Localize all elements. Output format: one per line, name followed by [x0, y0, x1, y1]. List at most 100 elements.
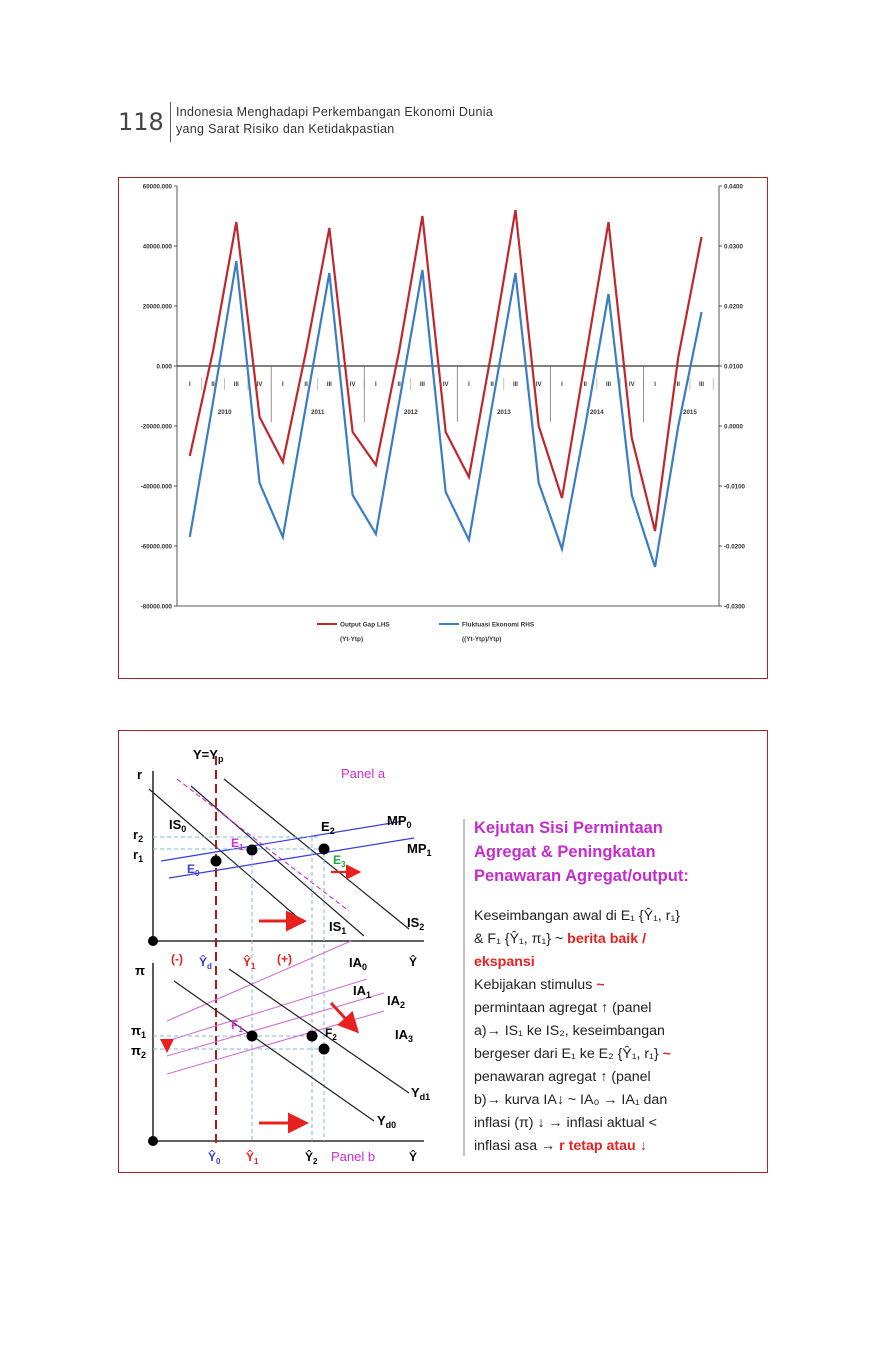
quarter-label: II [491, 382, 495, 388]
series-fluktuasi-line [188, 260, 703, 568]
label-is1: IS1 [329, 919, 346, 936]
text-panel-body-line: bergeser dari E₁ ke E₂ {Ŷ₁, r₁} ~ [474, 1045, 671, 1062]
right-tick-label: 0.0300 [724, 244, 743, 251]
left-tick-label: -80000.000 [141, 604, 173, 611]
quarter-label: I [189, 382, 191, 388]
label-e2: E2 [321, 819, 335, 836]
text-panel-body-line: ekspansi [474, 954, 535, 970]
label-ia2: IA2 [387, 993, 405, 1010]
panel-b-axes [152, 963, 424, 1142]
label-yhat-b: Ŷ [409, 1149, 417, 1164]
left-tick-label: 40000.000 [143, 244, 173, 251]
label-e0: E0 [187, 862, 200, 878]
label-mp1: MP1 [407, 841, 432, 858]
left-tick-label: -20000.000 [141, 424, 173, 431]
panel-a-axes [152, 771, 424, 942]
label-mp0: MP0 [387, 813, 412, 830]
right-tick-label: -0.0200 [724, 544, 746, 551]
quarter-label: II [304, 382, 308, 388]
text-panel-body-line: permintaan agregat ↑ (panel [474, 1000, 651, 1016]
label-ia0: IA0 [349, 955, 367, 972]
point-f1 [246, 1030, 258, 1042]
legend-sublabel: (Yt-Ytp) [340, 636, 363, 643]
point-f2 [306, 1030, 318, 1042]
text-panel-body-line: a)→ IS₁ ke IS₂, keseimbangan [474, 1023, 665, 1039]
point-e0 [210, 855, 222, 867]
label-plus: (+) [277, 952, 292, 966]
label-yhat-a: Ŷ [409, 954, 417, 969]
text-panel-body-line: inflasi asa → r tetap atau ↓ [474, 1138, 647, 1154]
label-yhat-d: Ŷd [199, 954, 212, 971]
right-tick-label: 0.0000 [724, 424, 743, 431]
right-tick-label: 0.0400 [724, 184, 743, 191]
label-f1: F1 [231, 1018, 243, 1034]
legend-sublabel: ((Yt-Ytp)/Ytp) [462, 636, 501, 643]
quarter-label: II [677, 382, 681, 388]
right-tick-label: 0.0200 [724, 304, 743, 311]
label-e1: E1 [231, 836, 244, 852]
label-f2: F2 [325, 1026, 337, 1042]
label-yhat0: Ŷ0 [208, 1149, 221, 1166]
origin-dot-a [148, 936, 158, 946]
header-divider [170, 102, 171, 142]
right-tick-label: 0.0100 [724, 364, 743, 371]
label-yd0: Yd0 [377, 1113, 396, 1130]
quarter-label: III [327, 382, 332, 388]
quarter-label: III [606, 382, 611, 388]
label-minus: (-) [171, 952, 183, 966]
label-e3: E3 [333, 853, 346, 869]
label-ia3: IA3 [395, 1027, 413, 1044]
text-panel-body-line: & F₁ {Ŷ₁, π₁} ~ berita baik / [474, 930, 646, 947]
mp1-curve [168, 837, 415, 879]
year-label: 2011 [311, 409, 325, 416]
origin-dot-b [148, 1136, 158, 1146]
quarter-label: IV [536, 382, 542, 388]
text-panel-title-line: Kejutan Sisi Permintaan [474, 819, 663, 837]
output-gap-chart-frame: 60000.000 40000.000 20000.000 0.000 -20000.0… [118, 177, 768, 679]
legend-label: Output Gap LHS [340, 622, 390, 629]
left-tick-label: -40000.000 [141, 484, 173, 491]
year-label: 2010 [218, 409, 232, 416]
left-tick-label: -60000.000 [141, 544, 173, 551]
quarter-label: III [234, 382, 239, 388]
label-yd1: Yd1 [411, 1085, 430, 1102]
quarter-label: IV [443, 382, 449, 388]
quarter-label: I [654, 382, 656, 388]
quarter-label: I [282, 382, 284, 388]
is-shift-dashed [176, 778, 350, 912]
running-title-line-2: yang Sarat Risiko dan Ketidakpastian [176, 122, 395, 136]
text-panel-body-line: Kebijakan stimulus ~ [474, 977, 605, 993]
quarter-label: IV [629, 382, 635, 388]
label-is2: IS2 [407, 915, 424, 932]
output-gap-chart: 60000.000 40000.000 20000.000 0.000 -20000.0… [141, 184, 746, 644]
label-pi2: π2 [131, 1043, 146, 1060]
label-yhat1-a: Ŷ1 [243, 954, 256, 971]
running-title: Indonesia Menghadapi Perkembangan Ekonom… [176, 104, 493, 138]
year-label: 2012 [404, 409, 418, 416]
quarter-label: I [561, 382, 563, 388]
quarter-label: I [375, 382, 377, 388]
legend-label: Fluktuasi Ekonomi RHS [462, 622, 535, 629]
text-panel-body-line: inflasi (π) ↓ → inflasi aktual < [474, 1115, 657, 1131]
point-e1 [246, 844, 258, 856]
quarter-label: IV [350, 382, 356, 388]
label-axis-r: r [137, 767, 142, 782]
guide-lines [153, 836, 325, 1141]
is-mp-ia-diagram: Y=Yp Panel a r r2 r1 IS0 E1 E2 E0 E3 MP0… [131, 747, 689, 1166]
label-panel-a: Panel a [341, 766, 386, 781]
quarter-label: II [584, 382, 588, 388]
is-mp-ia-diagram-frame: Y=Yp Panel a r r2 r1 IS0 E1 E2 E0 E3 MP0… [118, 730, 768, 1173]
label-r2: r2 [133, 827, 143, 844]
label-pi1: π1 [131, 1023, 146, 1040]
text-panel-title-line: Penawaran Agregat/output: [474, 867, 689, 885]
text-panel: Kejutan Sisi Permintaan Agregat & Peningk… [474, 819, 689, 1154]
mp0-curve [160, 820, 405, 862]
running-title-line-1: Indonesia Menghadapi Perkembangan Ekonom… [176, 105, 494, 119]
quarter-label: I [468, 382, 470, 388]
quarter-label: IV [257, 382, 263, 388]
ad-curves [173, 968, 410, 1122]
ia-shift-arrow [329, 1001, 360, 1034]
left-tick-label: 60000.000 [143, 184, 173, 191]
right-tick-label: -0.0100 [724, 484, 746, 491]
label-y-eq-yp: Y=Yp [193, 747, 224, 764]
